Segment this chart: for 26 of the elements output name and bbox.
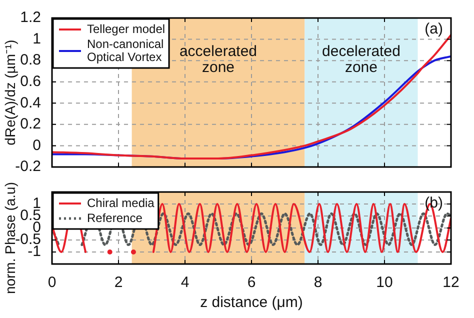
x-axis-title: z distance (μm)	[200, 294, 303, 312]
legend-label: Non-canonical Optical Vortex	[87, 36, 164, 64]
x-tick-label: 4	[180, 274, 190, 292]
y-tick-label: 0.4	[20, 94, 41, 112]
annotation: (b)	[424, 194, 443, 212]
x-tick-label: 8	[314, 274, 322, 292]
x-tick-label: 12	[442, 274, 460, 292]
y-tick-label: 0	[32, 136, 41, 154]
y-tick-label: 1	[32, 30, 41, 48]
band-label: decelerated zone	[322, 43, 400, 76]
y-tick-label: 1.2	[20, 9, 41, 26]
x-tick-label: 6	[247, 274, 256, 292]
x-tick-label: 0	[48, 274, 56, 292]
y-axis-title: dRe(A)/dz (µm⁻¹)	[2, 40, 18, 146]
band-label: accelerated zone	[179, 43, 258, 76]
legend-label: Telleger model	[87, 22, 166, 36]
y-tick-label: 0.6	[20, 73, 41, 90]
y-tick-label: 0.2	[20, 116, 41, 133]
legend-label: Reference	[87, 210, 143, 225]
x-tick-label: 10	[376, 274, 393, 292]
annotation: (a)	[424, 20, 443, 38]
legend-label: Chiral media	[87, 196, 155, 210]
y-axis-title: norm. Phase (a.u)	[2, 182, 18, 294]
x-tick-label: 2	[114, 274, 123, 292]
y-tick-label: -0.2	[15, 158, 41, 176]
y-tick-label: 0.8	[20, 52, 41, 69]
